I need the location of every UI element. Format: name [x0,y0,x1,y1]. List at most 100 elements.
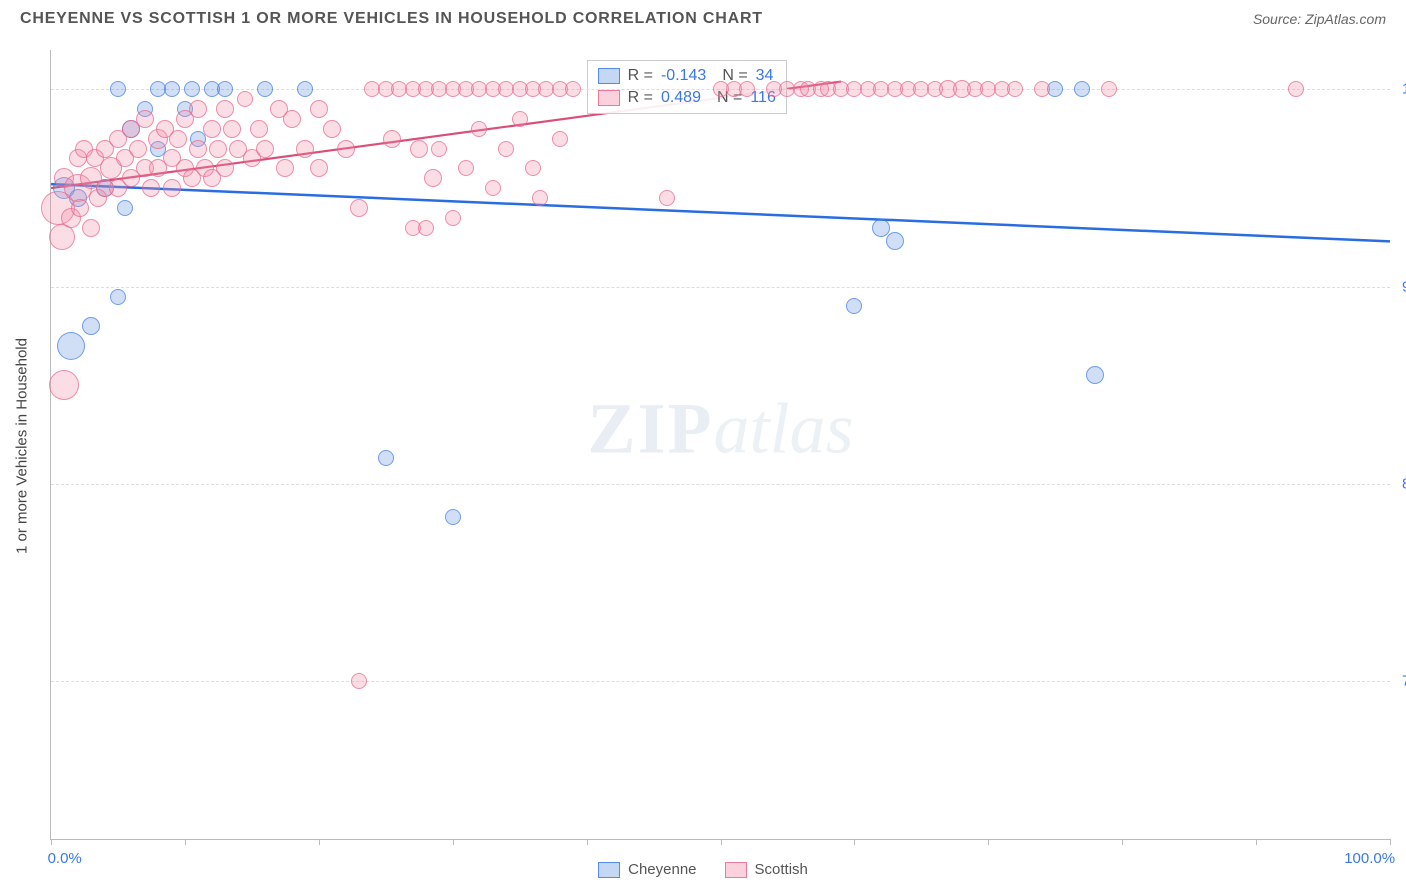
data-point [498,141,514,157]
data-point [532,190,548,206]
data-point [189,100,207,118]
data-point [49,224,75,250]
trend-line [51,184,1390,241]
data-point [296,140,314,158]
data-point [410,140,428,158]
gridline [51,681,1390,682]
x-tick [854,839,855,845]
data-point [117,200,133,216]
data-point [886,232,904,250]
data-point [383,130,401,148]
data-point [350,199,368,217]
data-point [136,110,154,128]
data-point [82,219,100,237]
legend-label: Cheyenne [628,861,696,878]
y-tick-label: 80.0% [1392,475,1406,492]
data-point [169,130,187,148]
y-axis-title: 1 or more Vehicles in Household [14,338,31,554]
legend-label: Scottish [755,861,808,878]
data-point [424,169,442,187]
gridline [51,484,1390,485]
x-tick [453,839,454,845]
y-tick-label: 70.0% [1392,673,1406,690]
legend-swatch [598,90,620,106]
data-point [49,370,79,400]
x-tick [1390,839,1391,845]
gridline [51,287,1390,288]
legend-item-scottish: Scottish [725,861,808,878]
legend-r-label: R = [628,89,653,107]
x-tick [587,839,588,845]
swatch-cheyenne [598,862,620,878]
y-tick-label: 100.0% [1392,81,1406,98]
data-point [189,140,207,158]
data-point [142,179,160,197]
data-point [445,210,461,226]
data-point [82,317,100,335]
data-point [283,110,301,128]
data-point [257,81,273,97]
data-point [1101,81,1117,97]
swatch-scottish [725,862,747,878]
data-point [739,81,755,97]
data-point [1086,366,1104,384]
data-point [552,131,568,147]
data-point [337,140,355,158]
x-tick [319,839,320,845]
data-point [1288,81,1304,97]
legend-item-cheyenne: Cheyenne [598,861,696,878]
source-attribution: Source: ZipAtlas.com [1253,11,1386,27]
data-point [184,81,200,97]
data-point [485,180,501,196]
y-tick-label: 90.0% [1392,278,1406,295]
data-point [323,120,341,138]
data-point [565,81,581,97]
data-point [418,220,434,236]
legend-r-label: R = [628,67,653,85]
data-point [310,100,328,118]
data-point [846,298,862,314]
legend-r-value: 0.489 [661,89,701,107]
scatter-chart: ZIPatlas R =-0.143N =34R =0.489N =116 70… [50,50,1390,840]
data-point [110,289,126,305]
data-point [203,120,221,138]
data-point [256,140,274,158]
legend-r-value: -0.143 [661,67,706,85]
data-point [445,509,461,525]
data-point [164,81,180,97]
x-tick [1256,839,1257,845]
x-tick [988,839,989,845]
data-point [217,81,233,97]
data-point [237,91,253,107]
chart-title: CHEYENNE VS SCOTTISH 1 OR MORE VEHICLES … [20,10,763,28]
data-point [209,140,227,158]
data-point [431,141,447,157]
data-point [659,190,675,206]
data-point [1074,81,1090,97]
data-point [512,111,528,127]
trendlines [51,50,1390,839]
data-point [1034,81,1050,97]
data-point [1007,81,1023,97]
legend-swatch [598,68,620,84]
x-tick [1122,839,1123,845]
data-point [250,120,268,138]
x-tick [51,839,52,845]
x-tick [185,839,186,845]
data-point [276,159,294,177]
correlation-legend: R =-0.143N =34R =0.489N =116 [587,60,787,114]
data-point [216,159,234,177]
data-point [458,160,474,176]
data-point [351,673,367,689]
series-legend: Cheyenne Scottish [0,861,1406,878]
data-point [471,121,487,137]
data-point [216,100,234,118]
x-tick [721,839,722,845]
data-point [310,159,328,177]
data-point [297,81,313,97]
data-point [163,179,181,197]
data-point [223,120,241,138]
data-point [378,450,394,466]
data-point [57,332,85,360]
data-point [129,140,147,158]
